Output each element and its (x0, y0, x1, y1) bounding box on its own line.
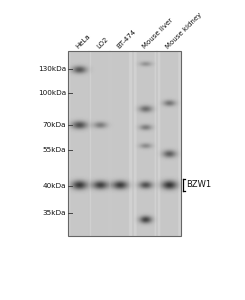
Text: 100kDa: 100kDa (38, 90, 66, 96)
Text: 40kDa: 40kDa (43, 183, 66, 189)
Text: LO2: LO2 (96, 36, 109, 50)
Text: 35kDa: 35kDa (43, 210, 66, 216)
Text: 130kDa: 130kDa (38, 67, 66, 73)
Text: HeLa: HeLa (75, 33, 91, 50)
Text: BZW1: BZW1 (186, 181, 211, 190)
Text: BT-474: BT-474 (116, 28, 137, 50)
Text: Mouse liver: Mouse liver (141, 17, 174, 50)
Bar (68, 51, 181, 236)
Text: 55kDa: 55kDa (43, 147, 66, 153)
Text: Mouse kidney: Mouse kidney (165, 11, 203, 50)
Text: 70kDa: 70kDa (43, 122, 66, 128)
